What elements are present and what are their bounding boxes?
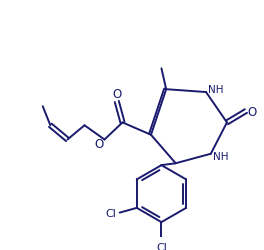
Text: Cl: Cl [106,208,117,218]
Text: NH: NH [213,151,228,161]
Text: Cl: Cl [156,242,167,250]
Text: O: O [247,105,256,118]
Text: O: O [94,137,103,150]
Text: NH: NH [208,85,223,95]
Text: O: O [112,88,121,101]
